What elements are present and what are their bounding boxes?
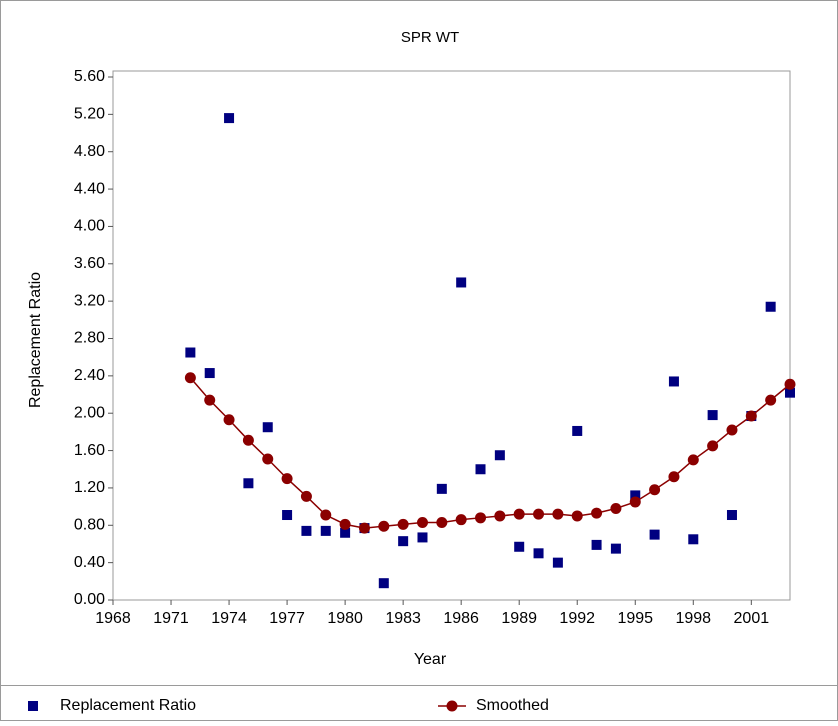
data-point [649, 484, 661, 496]
x-tick-label: 1977 [269, 610, 305, 627]
data-point [262, 422, 273, 433]
x-tick-label: 1995 [617, 610, 653, 627]
data-point [455, 514, 467, 526]
data-point [436, 483, 447, 494]
data-point [649, 529, 660, 540]
data-point [765, 394, 777, 406]
data-point [765, 301, 776, 312]
data-point [533, 548, 544, 559]
data-point [224, 113, 235, 124]
x-tick-label: 1989 [501, 610, 537, 627]
y-tick-label: 4.00 [74, 218, 105, 235]
legend-label: Smoothed [476, 697, 549, 714]
data-point [707, 440, 719, 452]
x-tick-label: 1968 [95, 610, 131, 627]
data-point [784, 378, 796, 390]
data-point [204, 394, 216, 406]
data-point [281, 473, 293, 485]
plot-area [112, 70, 791, 601]
y-tick-label: 1.20 [74, 479, 105, 496]
data-point [552, 508, 564, 520]
x-tick-label: 1998 [675, 610, 711, 627]
data-point [533, 508, 545, 520]
data-point [378, 520, 390, 532]
data-point [726, 510, 737, 521]
x-tick-label: 1974 [211, 610, 247, 627]
y-tick-label: 0.00 [74, 591, 105, 608]
y-tick-label: 5.20 [74, 106, 105, 123]
data-point [629, 496, 641, 508]
y-tick-label: 3.60 [74, 255, 105, 272]
x-tick-label: 1980 [327, 610, 363, 627]
data-point [398, 536, 409, 547]
data-point [745, 410, 757, 422]
legend-symbol [28, 701, 38, 711]
data-point [320, 509, 332, 521]
data-point [339, 518, 351, 530]
x-tick-label: 2001 [734, 610, 770, 627]
y-tick-label: 4.80 [74, 143, 105, 160]
data-point [185, 347, 196, 358]
y-tick-label: 2.40 [74, 367, 105, 384]
data-point [630, 490, 641, 501]
data-point [436, 516, 448, 528]
y-tick-label: 0.80 [74, 517, 105, 534]
data-point [262, 453, 274, 465]
data-point [300, 490, 312, 502]
data-point [591, 507, 603, 519]
data-point [204, 368, 215, 379]
data-point [687, 454, 699, 466]
data-point [494, 450, 505, 461]
data-point [475, 512, 487, 524]
chart-title: SPR WT [401, 29, 459, 46]
x-tick-label: 1971 [153, 610, 189, 627]
data-point [707, 410, 718, 421]
y-tick-label: 3.20 [74, 292, 105, 309]
data-point [610, 543, 621, 554]
data-point [223, 414, 235, 426]
y-tick-label: 4.40 [74, 180, 105, 197]
data-point [726, 424, 738, 436]
data-point [668, 471, 680, 483]
y-tick-label: 2.80 [74, 330, 105, 347]
data-point [514, 541, 525, 552]
data-point [358, 522, 370, 534]
y-axis-label: Replacement Ratio [27, 272, 44, 408]
x-axis-label: Year [414, 651, 447, 668]
y-tick-label: 2.00 [74, 404, 105, 421]
data-point [572, 425, 583, 436]
data-point [610, 502, 622, 514]
x-tick-label: 1986 [443, 610, 479, 627]
data-point [397, 518, 409, 530]
data-point [340, 527, 351, 538]
data-point [513, 508, 525, 520]
y-tick-label: 1.60 [74, 442, 105, 459]
data-point [475, 464, 486, 475]
data-point [184, 372, 196, 384]
data-point [301, 525, 312, 536]
data-point [552, 557, 563, 568]
data-point [282, 510, 293, 521]
data-point [688, 534, 699, 545]
data-point [571, 510, 583, 522]
data-point [668, 376, 679, 387]
x-tick-label: 1983 [385, 610, 421, 627]
data-point [591, 539, 602, 550]
y-tick-label: 0.40 [74, 554, 105, 571]
y-tick-label: 5.60 [74, 68, 105, 85]
data-point [417, 532, 428, 543]
x-tick-label: 1992 [559, 610, 595, 627]
data-point [456, 277, 467, 288]
legend-label: Replacement Ratio [60, 697, 196, 714]
data-point [242, 434, 254, 446]
data-point [378, 578, 389, 589]
data-point [494, 510, 506, 522]
data-point [785, 387, 795, 398]
data-point [320, 525, 331, 536]
legend-symbol [446, 700, 458, 712]
data-point [416, 516, 428, 528]
data-point [243, 478, 254, 489]
